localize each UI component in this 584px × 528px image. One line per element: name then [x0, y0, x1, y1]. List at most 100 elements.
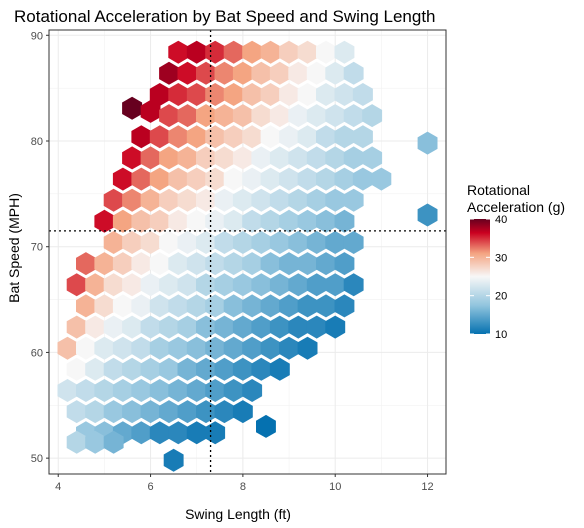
- hexbin: [232, 231, 253, 254]
- hexbin: [66, 430, 87, 454]
- hexbin: [186, 167, 207, 191]
- hexbin: [316, 125, 336, 149]
- hexbin: [177, 315, 198, 339]
- hexbin: [186, 336, 207, 360]
- hexbin: [325, 188, 346, 212]
- hexbin: [269, 146, 290, 170]
- hexbin: [140, 231, 161, 254]
- hexbin: [140, 188, 161, 212]
- hexbin: [279, 167, 299, 191]
- hexbin: [260, 125, 281, 149]
- hexbin: [269, 273, 290, 297]
- hexbin: [159, 273, 179, 297]
- hexbin: [103, 231, 124, 254]
- hexbin: [279, 40, 299, 64]
- hexbin: [66, 315, 87, 339]
- hexbin: [205, 421, 226, 445]
- legend-colorbar: [470, 219, 490, 334]
- hexbin: [260, 252, 281, 276]
- hexbin: [149, 379, 170, 402]
- hexbin: [168, 379, 189, 402]
- hexbin: [112, 209, 133, 233]
- hexbin: [316, 83, 336, 106]
- hexbin: [306, 146, 327, 170]
- legend-tick-label: 30: [495, 252, 507, 264]
- hexbin: [334, 294, 355, 318]
- x-tick-label: 4: [55, 481, 61, 493]
- hexbin: [94, 252, 115, 276]
- hexbin: [242, 379, 263, 402]
- hexbin: [232, 400, 253, 424]
- hexbin: [103, 315, 124, 339]
- hexbin: [140, 146, 161, 170]
- hexbin: [232, 188, 253, 212]
- chart-title: Rotational Acceleration by Bat Speed and…: [14, 7, 436, 26]
- hexbin: [112, 252, 133, 276]
- hexbin: [223, 252, 244, 276]
- hexbin: [316, 40, 336, 64]
- hexbin: [177, 146, 198, 170]
- hexbin: [325, 315, 346, 339]
- hexbin: [242, 252, 263, 276]
- hexbin: [297, 167, 318, 191]
- hexbin: [362, 104, 383, 128]
- hexbin: [186, 421, 207, 445]
- hexbin: [205, 252, 226, 276]
- hexbin: [140, 357, 161, 381]
- hexbin: [122, 273, 143, 297]
- hexbin: [168, 40, 189, 64]
- hexbin: [149, 209, 170, 233]
- hexbin: [269, 357, 290, 381]
- hexbin: [316, 167, 336, 191]
- hexbin: [297, 83, 318, 106]
- hexbin: [57, 336, 78, 360]
- hexbin: [186, 83, 207, 106]
- hexbin: [316, 294, 336, 318]
- hexbin: [223, 40, 244, 64]
- hexbin: [232, 273, 253, 297]
- hexbin: [122, 231, 143, 254]
- hexbin: [279, 252, 299, 276]
- hexbin: [417, 131, 438, 155]
- hexbin: [66, 273, 87, 297]
- hexbin: [417, 203, 438, 227]
- hexbin: [251, 146, 272, 170]
- hexbin: [122, 146, 143, 170]
- hexbin: [168, 167, 189, 191]
- hexbin: [103, 357, 124, 381]
- hexbin: [251, 61, 272, 85]
- hexbin: [242, 209, 263, 233]
- hexbin: [334, 83, 355, 106]
- hexbin: [297, 336, 318, 360]
- hexbin: [251, 188, 272, 212]
- hexbin: [168, 336, 189, 360]
- hexbin: [85, 315, 106, 339]
- hexbin: [177, 188, 198, 212]
- hexbin: [159, 400, 179, 424]
- hexbin: [149, 167, 170, 191]
- hexbin: [159, 104, 179, 128]
- hexbin: [112, 336, 133, 360]
- hexbin: [57, 379, 78, 402]
- hexbin: [334, 167, 355, 191]
- hexbin: [122, 357, 143, 381]
- hexbin: [163, 448, 184, 472]
- hexbin: [232, 104, 253, 128]
- hexbin: [343, 104, 364, 128]
- hexbin: [242, 125, 263, 149]
- hexbin: [297, 294, 318, 318]
- hexbin: [140, 315, 161, 339]
- hexbin: [269, 315, 290, 339]
- hexbin: [232, 357, 253, 381]
- hexbin: [131, 379, 152, 402]
- hexbin: [112, 167, 133, 191]
- hexbin: [316, 252, 336, 276]
- hexbin: [371, 167, 392, 191]
- hexbin: [140, 273, 161, 297]
- hexbin: [269, 188, 290, 212]
- hexbin: [334, 252, 355, 276]
- hexbin: [325, 146, 346, 170]
- hexbin: [242, 40, 263, 64]
- hexbin: [168, 125, 189, 149]
